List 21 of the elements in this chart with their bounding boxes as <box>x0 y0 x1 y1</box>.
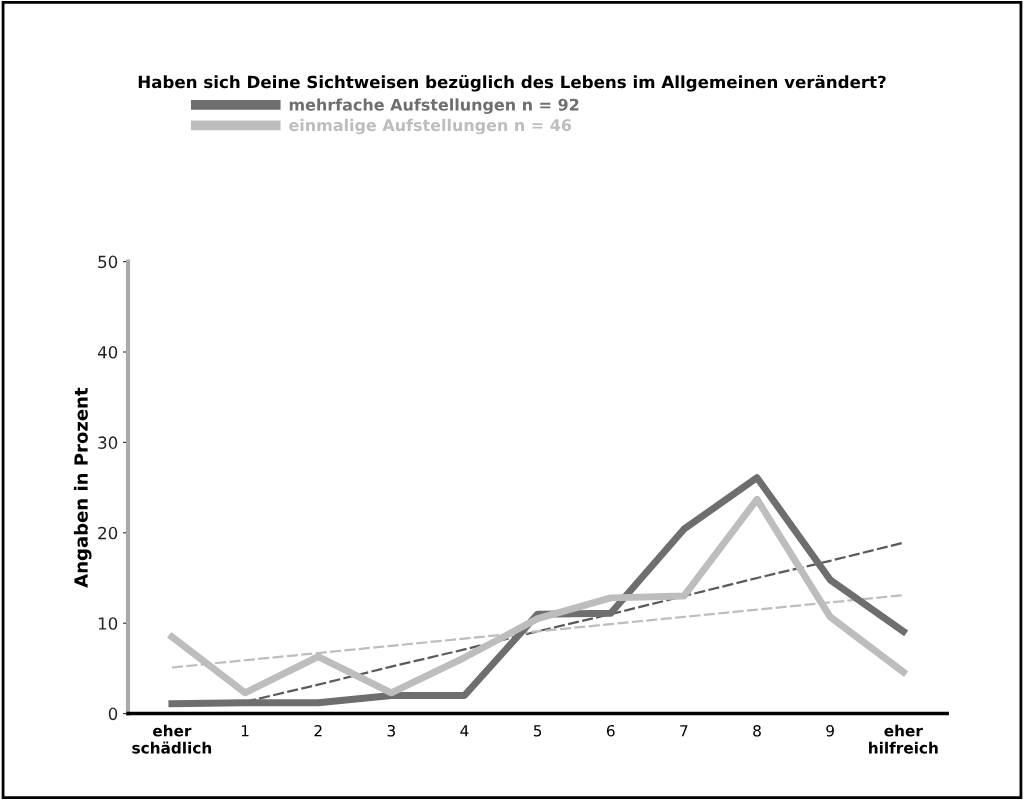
y-tick-label: 20 <box>98 526 118 540</box>
x-tick-label: 1 <box>241 725 249 737</box>
chart-title: Haben sich Deine Sichtweisen bezüglich des Lebens im Allgemeinen verändert? <box>138 75 886 92</box>
x-tick-label: 4 <box>460 725 469 737</box>
text: einmalige Aufstellungen n = 46 <box>289 118 572 135</box>
y-axis-title: Angaben in Prozent <box>73 387 92 588</box>
x-tick-label: 5 <box>533 725 542 737</box>
x-tick-label: 3 <box>387 724 395 737</box>
x-tick-label: eher hilfreich <box>869 724 938 754</box>
x-tick-label: 7 <box>680 725 688 737</box>
x-tick-label: eher schädlich <box>132 724 212 754</box>
x-tick-label: 6 <box>606 724 615 737</box>
x-tick-label: 2 <box>314 724 322 737</box>
y-tick-label: 50 <box>98 255 118 269</box>
y-tick-label: 40 <box>97 345 118 359</box>
x-tick-label: 9 <box>826 724 834 737</box>
y-tick-label: 30 <box>98 436 118 449</box>
x-tick-label: 8 <box>753 724 761 737</box>
text: mehrfache Aufstellungen n = 92 <box>289 98 579 114</box>
y-tick-label: 10 <box>98 617 118 630</box>
y-tick-label: 0 <box>108 707 118 721</box>
